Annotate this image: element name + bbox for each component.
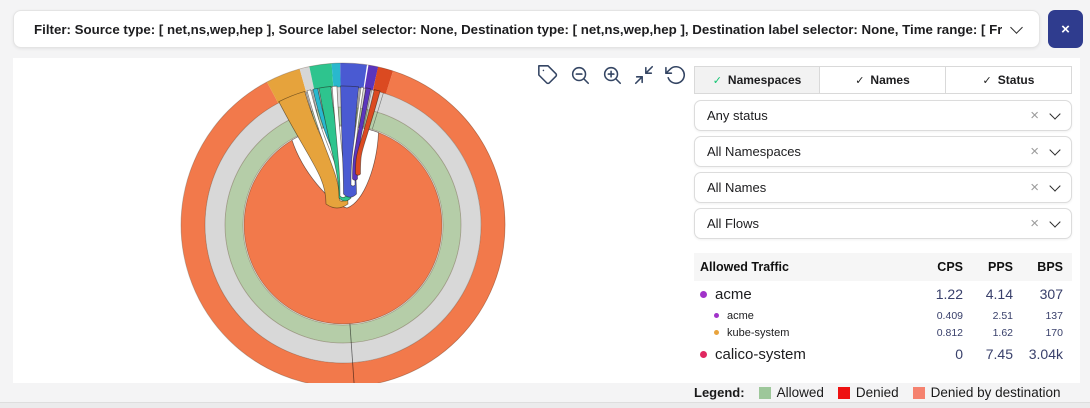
namespace-bullet bbox=[700, 291, 707, 298]
reset-icon[interactable] bbox=[665, 64, 687, 88]
namespaces-filter-select[interactable]: All Namespaces× bbox=[694, 136, 1072, 167]
dropdown-value: All Flows bbox=[707, 216, 1030, 231]
bps-value: 170 bbox=[1013, 327, 1063, 339]
header-allowed-traffic: Allowed Traffic bbox=[700, 260, 913, 274]
chevron-down-icon[interactable] bbox=[1049, 180, 1060, 191]
pps-value: 4.14 bbox=[963, 286, 1013, 302]
chevron-down-icon[interactable] bbox=[1049, 144, 1060, 155]
cps-value: 0.812 bbox=[913, 327, 963, 339]
flow-chord-diagram[interactable] bbox=[171, 58, 515, 383]
legend-item: Denied by destination bbox=[913, 385, 1061, 400]
names-filter-select[interactable]: All Names× bbox=[694, 172, 1072, 203]
bottom-divider bbox=[0, 402, 1090, 408]
legend-item: Denied bbox=[838, 385, 899, 400]
checkmark-icon: ✓ bbox=[713, 74, 722, 87]
pps-value: 2.51 bbox=[963, 310, 1013, 322]
namespace-label: acme bbox=[715, 286, 752, 303]
tab-status[interactable]: ✓ Status bbox=[946, 66, 1072, 94]
cps-value: 0 bbox=[913, 346, 963, 362]
right-panel: ✓Namespaces✓Names✓Status Any status×All … bbox=[694, 66, 1072, 367]
checkmark-icon: ✓ bbox=[855, 74, 864, 87]
namespace-label: calico-system bbox=[715, 346, 806, 363]
filter-summary: Filter: Source type: [ net,ns,wep,hep ],… bbox=[34, 22, 1002, 37]
main-panel: ✓Namespaces✓Names✓Status Any status×All … bbox=[13, 58, 1080, 383]
chart-toolbar bbox=[537, 64, 687, 88]
table-header: Allowed Traffic CPS PPS BPS bbox=[694, 253, 1072, 281]
cps-value: 1.22 bbox=[913, 286, 963, 302]
filter-bar[interactable]: Filter: Source type: [ net,ns,wep,hep ],… bbox=[13, 10, 1040, 48]
dropdown-value: Any status bbox=[707, 108, 1030, 123]
tab-namespaces[interactable]: ✓ Namespaces bbox=[694, 66, 820, 94]
tab-label: Names bbox=[870, 73, 909, 87]
dropdown-value: All Namespaces bbox=[707, 144, 1030, 159]
tab-names[interactable]: ✓ Names bbox=[820, 66, 946, 94]
legend-item: Allowed bbox=[759, 385, 824, 400]
status-filter-select[interactable]: Any status× bbox=[694, 100, 1072, 131]
legend-swatch bbox=[759, 387, 771, 399]
bps-value: 137 bbox=[1013, 310, 1063, 322]
tab-label: Namespaces bbox=[728, 73, 801, 87]
flows-filter-select[interactable]: All Flows× bbox=[694, 208, 1072, 239]
close-filter-button[interactable]: × bbox=[1048, 10, 1083, 48]
namespace-bullet bbox=[714, 330, 719, 335]
legend-items: Allowed Denied Denied by destination bbox=[759, 385, 1061, 400]
filter-dropdowns: Any status×All Namespaces×All Names×All … bbox=[694, 100, 1072, 239]
clear-icon[interactable]: × bbox=[1030, 180, 1039, 195]
legend-swatch bbox=[913, 387, 925, 399]
clear-icon[interactable]: × bbox=[1030, 216, 1039, 231]
namespace-label: kube-system bbox=[727, 327, 789, 339]
bps-value: 307 bbox=[1013, 286, 1063, 302]
header-pps: PPS bbox=[963, 260, 1013, 274]
namespace-label: acme bbox=[727, 310, 754, 322]
legend-title: Legend: bbox=[694, 385, 745, 400]
pps-value: 7.45 bbox=[963, 346, 1013, 362]
collapse-icon[interactable] bbox=[633, 64, 655, 88]
legend-swatch bbox=[838, 387, 850, 399]
zoom-out-icon[interactable] bbox=[569, 64, 591, 88]
cps-value: 0.409 bbox=[913, 310, 963, 322]
checkmark-icon: ✓ bbox=[983, 74, 992, 87]
tab-label: Status bbox=[998, 73, 1035, 87]
namespace-bullet bbox=[700, 351, 707, 358]
chevron-down-icon[interactable] bbox=[1010, 21, 1023, 34]
tag-icon[interactable] bbox=[537, 64, 559, 88]
zoom-in-icon[interactable] bbox=[601, 64, 623, 88]
legend: Legend: Allowed Denied Denied by destinati… bbox=[694, 385, 1060, 400]
clear-icon[interactable]: × bbox=[1030, 144, 1039, 159]
clear-icon[interactable]: × bbox=[1030, 108, 1039, 123]
header-bps: BPS bbox=[1013, 260, 1063, 274]
chevron-down-icon[interactable] bbox=[1049, 108, 1060, 119]
header-cps: CPS bbox=[913, 260, 963, 274]
bps-value: 3.04k bbox=[1013, 346, 1063, 362]
pps-value: 1.62 bbox=[963, 327, 1013, 339]
dropdown-value: All Names bbox=[707, 180, 1030, 195]
namespace-bullet bbox=[714, 313, 719, 318]
chevron-down-icon[interactable] bbox=[1049, 216, 1060, 227]
right-panel-tabs: ✓ Namespaces ✓ Names ✓ Status bbox=[694, 66, 1072, 94]
